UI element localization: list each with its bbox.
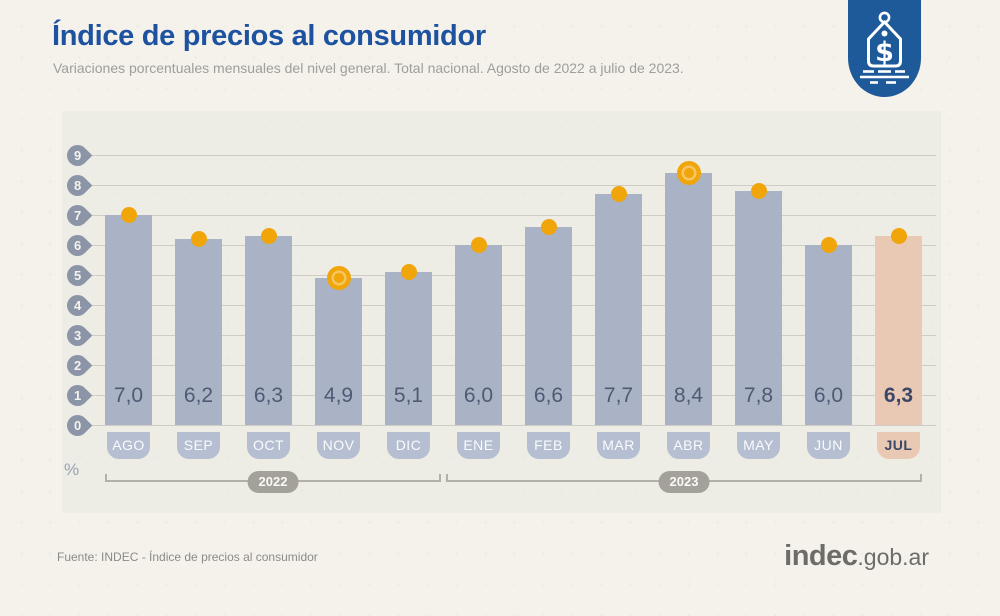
gridline-2 (90, 365, 936, 366)
indec-logo: indec .gob.ar (784, 540, 929, 573)
y-axis-tick-label: 8 (73, 177, 82, 193)
bar-nov: 4,9 (315, 266, 362, 425)
bar-dic: 5,1 (385, 264, 432, 425)
month-label-sep: SEP (177, 432, 220, 459)
y-axis-unit: % (64, 460, 80, 479)
bar-sep: 6,2 (175, 231, 222, 425)
y-axis-tick-label: 2 (73, 357, 82, 373)
indec-logo-suffix: .gob.ar (857, 544, 929, 570)
gridline-9 (90, 155, 936, 156)
month-label-dic: DIC (387, 432, 430, 459)
month-label-nov: NOV (317, 432, 360, 459)
y-axis-tick-label: 5 (73, 267, 82, 283)
chart-area: 0 1 2 3 4 5 6 7 8 9 7,0 AGO 6,2 SEP 6,3 OCT 4,9 NOV 5,1 DIC… (62, 111, 941, 513)
marker-dot-sep (190, 231, 207, 247)
marker-dot-jul (890, 228, 907, 244)
ringed-marker-dot-nov (326, 266, 351, 290)
gridline-0 (90, 425, 936, 426)
month-label-oct: OCT (247, 432, 290, 459)
marker-dot-feb (540, 219, 557, 235)
marker-dot-ene (470, 237, 487, 253)
bar-jul: 6,3 (875, 228, 922, 425)
y-axis-tick-label: 7 (73, 207, 82, 223)
bar-may: 7,8 (735, 183, 782, 425)
chart-panel: 0 1 2 3 4 5 6 7 8 9 7,0 AGO 6,2 SEP 6,3 OCT 4,9 NOV 5,1 DIC… (62, 111, 941, 513)
bar-value-dic: 5,1 (393, 384, 424, 407)
bar-oct: 6,3 (245, 228, 292, 425)
bar-value-jun: 6,0 (813, 384, 844, 407)
bar-abr: 8,4 (665, 161, 712, 425)
month-label-ago: AGO (107, 432, 150, 459)
marker-dot-oct (260, 228, 277, 244)
marker-dot-may (750, 183, 767, 199)
year-label-2023: 2023 (658, 471, 710, 493)
y-axis-tick-label: 3 (73, 327, 82, 343)
month-label-mar: MAR (597, 432, 640, 459)
gridline-6 (90, 245, 936, 246)
gridline-8 (90, 185, 936, 186)
gridline-4 (90, 305, 936, 306)
gridline-7 (90, 215, 936, 216)
bar-value-feb: 6,6 (533, 384, 564, 407)
y-axis-tick-8: 8 (62, 170, 93, 200)
bar-mar: 7,7 (595, 186, 642, 425)
y-axis-tick-label: 6 (73, 237, 82, 253)
page-subtitle: Variaciones porcentuales mensuales del n… (53, 60, 684, 76)
bar-ene: 6,0 (455, 237, 502, 425)
bar-value-mar: 7,7 (603, 384, 634, 407)
gridline-1 (90, 395, 936, 396)
bar-value-sep: 6,2 (183, 384, 214, 407)
y-axis-tick-6: 6 (62, 230, 93, 260)
bar-ago: 7,0 (105, 207, 152, 425)
bar-jun: 6,0 (805, 237, 852, 425)
y-axis-tick-9: 9 (62, 140, 93, 170)
y-axis-tick-4: 4 (62, 290, 93, 320)
bar-value-ago: 7,0 (113, 384, 144, 407)
y-axis-tick-2: 2 (62, 350, 93, 380)
price-tag-badge: $ (848, 0, 921, 97)
bar-feb: 6,6 (525, 219, 572, 425)
y-axis-tick-5: 5 (62, 260, 93, 290)
y-axis-tick-label: 9 (73, 147, 82, 163)
marker-dot-jun (820, 237, 837, 253)
price-tag-dollar-icon: $ (848, 0, 921, 97)
y-axis-tick-0: 0 (62, 410, 93, 440)
year-label-2022: 2022 (247, 471, 299, 493)
bar-value-jul: 6,3 (883, 384, 914, 407)
bar-value-abr: 8,4 (673, 384, 704, 407)
bar-value-ene: 6,0 (463, 384, 494, 407)
indec-logo-text: indec (784, 540, 858, 572)
marker-dot-dic (400, 264, 417, 280)
y-axis-tick-1: 1 (62, 380, 93, 410)
svg-text:$: $ (875, 37, 894, 68)
y-axis-tick-3: 3 (62, 320, 93, 350)
ringed-marker-dot-abr (676, 161, 701, 185)
month-label-jul: JUL (877, 432, 920, 459)
bar-value-oct: 6,3 (253, 384, 284, 407)
bar-value-may: 7,8 (743, 384, 774, 407)
month-label-feb: FEB (527, 432, 570, 459)
marker-dot-mar (610, 186, 627, 202)
page-title: Índice de precios al consumidor (52, 20, 486, 52)
month-label-may: MAY (737, 432, 780, 459)
marker-dot-ago (120, 207, 137, 223)
bar-value-nov: 4,9 (323, 384, 354, 407)
y-axis-tick-7: 7 (62, 200, 93, 230)
month-label-jun: JUN (807, 432, 850, 459)
month-label-abr: ABR (667, 432, 710, 459)
month-label-ene: ENE (457, 432, 500, 459)
y-axis-tick-label: 4 (73, 297, 82, 313)
gridline-5 (90, 275, 936, 276)
y-axis-tick-label: 0 (73, 417, 82, 433)
source-note: Fuente: INDEC - Índice de precios al con… (57, 550, 318, 564)
y-axis-tick-label: 1 (73, 387, 82, 403)
gridline-3 (90, 335, 936, 336)
